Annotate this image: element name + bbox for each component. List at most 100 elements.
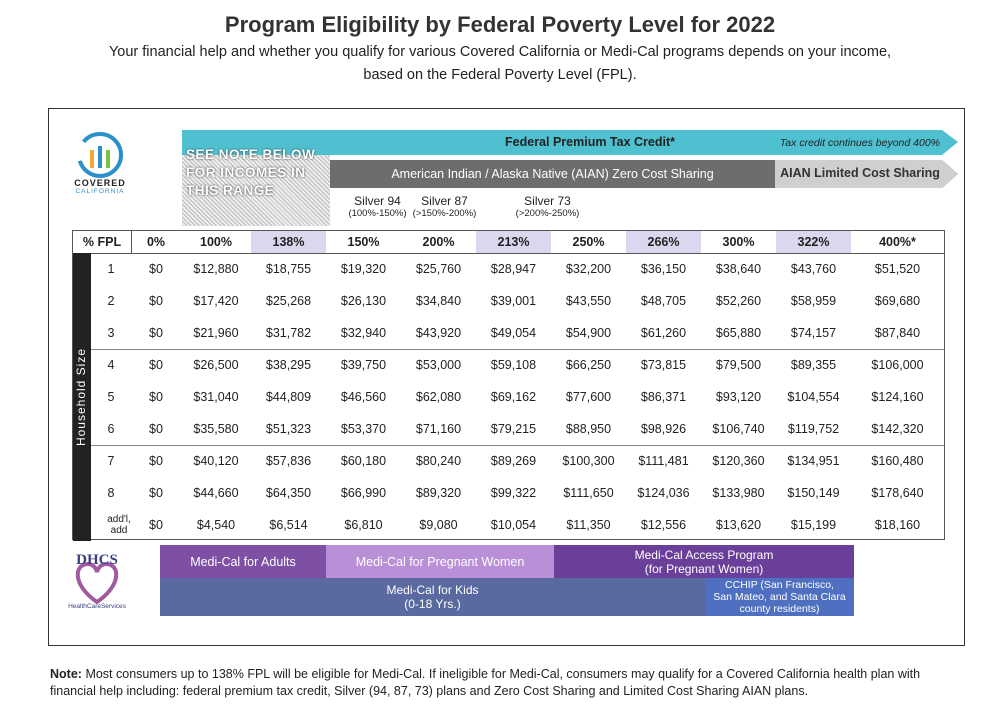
bands (182, 130, 958, 188)
column-header: 100% (200, 234, 232, 249)
table-cell: $28,947 (490, 261, 537, 276)
row-label: 3 (107, 325, 115, 340)
table-cell: $66,990 (340, 485, 387, 500)
table-cell: $79,500 (715, 357, 762, 372)
dhcs-sub: HealthCareServices (68, 603, 126, 610)
table-cell: $25,760 (415, 261, 462, 276)
table-cell: $77,600 (565, 389, 612, 404)
ptc-note: Tax credit continues beyond 400% (779, 137, 940, 149)
column-header: 213% (476, 231, 551, 253)
table-cell: $49,054 (490, 325, 537, 340)
table-cell: $54,900 (565, 325, 612, 340)
table-cell: $111,481 (638, 453, 689, 468)
column-header: 150% (347, 234, 380, 249)
table-cell: $31,782 (265, 325, 312, 340)
table-cell: $4,540 (196, 517, 236, 532)
table-cell: $34,840 (415, 293, 462, 308)
table-cell: $51,323 (265, 421, 312, 436)
label: CCHIP (San Francisco, (725, 579, 834, 591)
side-bar (73, 253, 91, 541)
table-cell: $150,149 (787, 485, 840, 500)
table-cell: $51,520 (874, 261, 921, 276)
table-cell: $89,355 (790, 357, 837, 372)
table-cell: $44,660 (193, 485, 239, 500)
ptc-label: Federal Premium Tax Credit* (505, 135, 675, 149)
table-cell: $73,815 (640, 357, 687, 372)
table-cell: $124,160 (871, 389, 924, 404)
table-cell: $53,000 (415, 357, 462, 372)
table-cell: $39,001 (490, 293, 537, 308)
column-header: 200% (422, 234, 455, 249)
table-cell: $66,250 (565, 357, 612, 372)
table-cell: $134,951 (787, 453, 840, 468)
note-label: Note: (50, 667, 82, 681)
column-rule (131, 231, 132, 253)
label: Medi-Cal for Pregnant Women (355, 554, 525, 569)
table-cell: $106,000 (871, 357, 924, 372)
table-cell: $65,880 (715, 325, 762, 340)
table-cell: $25,268 (265, 293, 312, 308)
table-cell: $39,750 (340, 357, 387, 372)
table-cell: $124,036 (637, 485, 690, 500)
table-cell: $106,740 (712, 421, 765, 436)
table-cell: $43,920 (415, 325, 462, 340)
frame (48, 108, 965, 646)
silver-name: Silver 94 (354, 194, 401, 208)
table-cell: $9,080 (419, 517, 458, 532)
table-cell: $89,320 (415, 485, 462, 500)
table-cell: $133,980 (712, 485, 765, 500)
table-cell: $0 (149, 421, 163, 436)
table-cell: $32,940 (340, 325, 387, 340)
table-cell: $38,295 (265, 357, 312, 372)
table-cell: $31,040 (193, 389, 239, 404)
table-cell: $43,760 (790, 261, 837, 276)
table-cell: $142,320 (871, 421, 924, 436)
table-cell: $35,580 (193, 421, 239, 436)
table-cell: $21,960 (193, 325, 239, 340)
label: county residents) (739, 603, 820, 615)
table-cell: $60,180 (340, 453, 387, 468)
table-cell: $0 (149, 293, 163, 308)
table-cell: $62,080 (415, 389, 462, 404)
table-cell: $11,350 (566, 517, 611, 532)
table-cell: $57,836 (265, 453, 312, 468)
table-cell: $0 (149, 485, 163, 500)
table-cell: $120,360 (712, 453, 765, 468)
table-cell: $43,550 (565, 293, 612, 308)
column-header: 322% (776, 231, 851, 253)
table-cell: $119,752 (787, 421, 840, 436)
column-header: 138% (251, 231, 326, 253)
table-cell: $0 (149, 261, 163, 276)
medi-cal-access: Medi-Cal Access Program (for Pregnant Wom… (554, 545, 854, 578)
side-label: Household Size (74, 347, 88, 447)
table-cell: $18,160 (874, 517, 921, 532)
row-label: 5 (107, 389, 115, 404)
table-cell: $18,755 (265, 261, 312, 276)
note-label: SEE NOTE BELOW FOR INCOMES IN THIS RANGE (186, 147, 316, 198)
table-cell: $111,650 (563, 485, 614, 500)
table-cell: $13,620 (715, 517, 762, 532)
subtitle-line: based on the Federal Poverty Level (FPL)… (363, 67, 637, 83)
table-cell: $6,810 (344, 517, 383, 532)
cchip: CCHIP (San Francisco, San Mateo, and Sant… (705, 578, 854, 616)
label: (0-18 Yrs.) (404, 597, 461, 611)
table-cell: $64,350 (265, 485, 312, 500)
silver-range: (>200%-250%) (515, 208, 580, 219)
subtitle-line: Your financial help and whether you qual… (108, 44, 892, 60)
table-cell: $0 (149, 389, 163, 404)
table-cell: $0 (149, 325, 163, 340)
row-label: add'l, add (107, 514, 131, 536)
table-cell: $160,480 (871, 453, 924, 468)
table-cell: $86,371 (640, 389, 687, 404)
table-cell: $32,200 (565, 261, 612, 276)
footnote: Note: Most consumers up to 138% FPL will… (50, 666, 950, 700)
table-cell: $69,680 (874, 293, 921, 308)
table-cell: $99,322 (490, 485, 537, 500)
table-cell: $26,500 (193, 357, 239, 372)
table-cell: $74,157 (790, 325, 837, 340)
silver-range: (>150%-200%) (412, 208, 477, 219)
table-cell: $87,840 (874, 325, 921, 340)
table-cell: $58,959 (790, 293, 837, 308)
table-cell: $6,514 (269, 517, 308, 532)
